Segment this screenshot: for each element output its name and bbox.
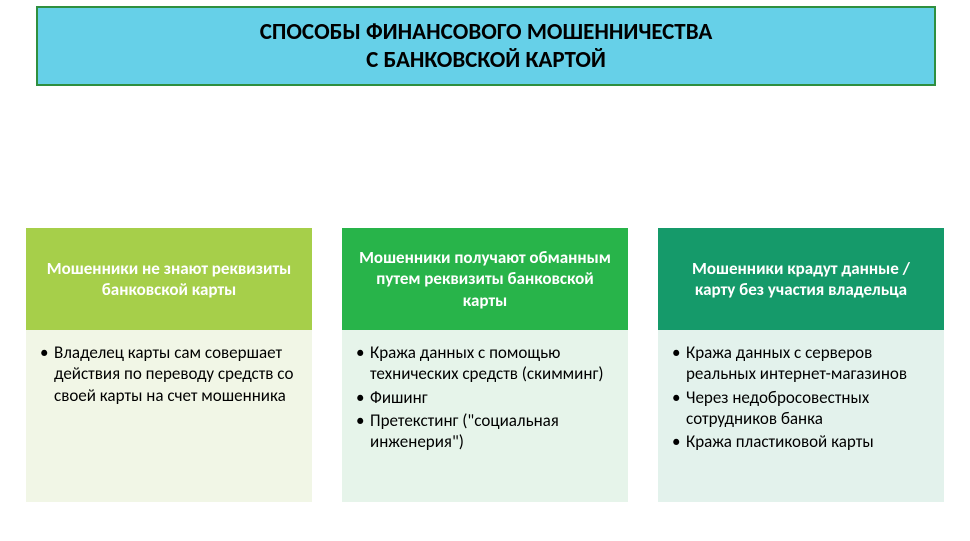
column-0: Мошенники не знают реквизиты банковской … [26,228,312,502]
title-text: СПОСОБЫ ФИНАНСОВОГО МОШЕННИЧЕСТВА С БАНК… [260,18,713,74]
column-1: Мошенники получают обманным путем реквиз… [342,228,628,502]
bullet-item: Кража данных с серверов реальных интерне… [672,342,930,385]
title-box: СПОСОБЫ ФИНАНСОВОГО МОШЕННИЧЕСТВА С БАНК… [36,6,936,86]
column-body: Кража данных с помощью технических средс… [342,330,628,502]
bullet-item: Кража пластиковой карты [672,431,930,452]
bullet-item: Кража данных с помощью технических средс… [356,342,614,385]
columns-container: Мошенники не знают реквизиты банковской … [26,228,946,502]
column-header: Мошенники крадут данные / карту без учас… [658,228,944,330]
bullet-item: Через недобросовестных сотрудников банка [672,387,930,430]
bullet-item: Фишинг [356,387,614,408]
bullet-item: Владелец карты сам совершает действия по… [40,342,298,406]
column-2: Мошенники крадут данные / карту без учас… [658,228,944,502]
column-header: Мошенники получают обманным путем реквиз… [342,228,628,330]
bullet-list: Кража данных с помощью технических средс… [356,342,614,452]
bullet-list: Владелец карты сам совершает действия по… [40,342,298,406]
column-header: Мошенники не знают реквизиты банковской … [26,228,312,330]
column-body: Кража данных с серверов реальных интерне… [658,330,944,502]
bullet-list: Кража данных с серверов реальных интерне… [672,342,930,452]
bullet-item: Претекстинг ("социальная инженерия") [356,410,614,453]
column-body: Владелец карты сам совершает действия по… [26,330,312,502]
